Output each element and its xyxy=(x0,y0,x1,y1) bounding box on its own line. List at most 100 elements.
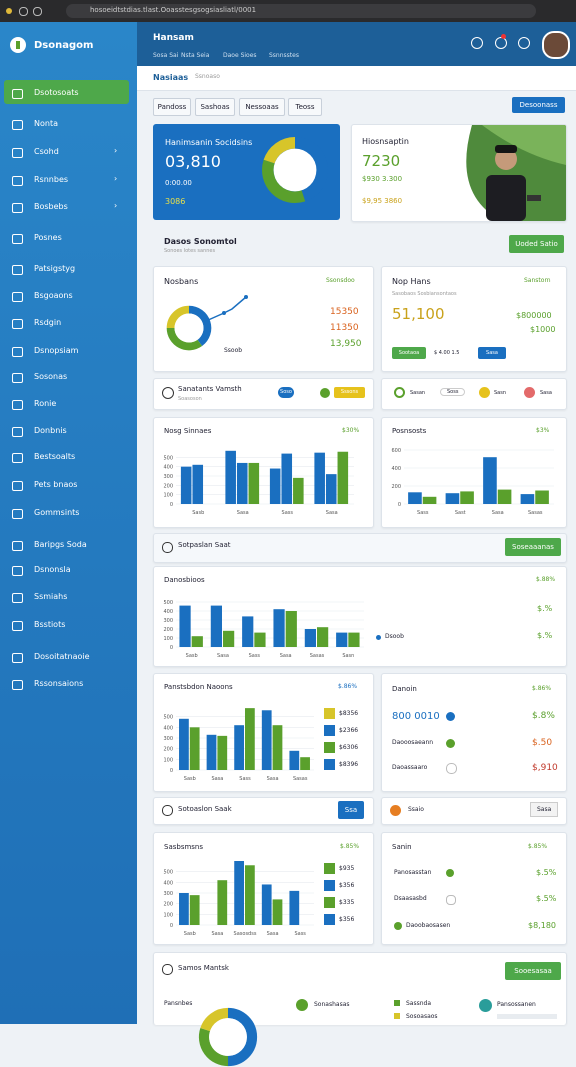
primary-button[interactable]: Desoonass xyxy=(512,97,565,113)
nav-item[interactable]: Bestsoalts xyxy=(12,452,76,463)
nav-item[interactable]: Rsnnbes › xyxy=(12,174,117,186)
bar xyxy=(180,466,192,504)
nav-item[interactable]: Dsnonsla xyxy=(12,565,71,576)
button[interactable]: Soseaaanas xyxy=(505,538,561,556)
bottom-card: Samos Mantsk Sooesasaa Pansnbes Sonashas… xyxy=(153,952,567,1067)
nav-item[interactable]: Rsdgin xyxy=(12,318,61,329)
legend-swatch xyxy=(324,914,335,925)
chip[interactable]: Ssaio xyxy=(408,806,424,813)
nav-icon xyxy=(12,400,23,410)
chip[interactable]: Sasan xyxy=(410,390,426,396)
hero-foot: 3086 xyxy=(165,197,186,206)
bar xyxy=(261,884,272,925)
icon[interactable] xyxy=(495,37,507,49)
nav-item[interactable]: Donbnis xyxy=(12,426,67,437)
bar xyxy=(325,474,337,504)
nav-item[interactable]: Bsstiots xyxy=(12,620,65,631)
nav-item[interactable]: Dsnopsiam xyxy=(12,346,78,357)
nav-icon xyxy=(12,347,23,357)
chip[interactable]: Sasa xyxy=(530,802,559,817)
header-link[interactable]: Daoe Sioes xyxy=(223,52,257,59)
nav-item[interactable]: Sosonas xyxy=(12,372,68,383)
y-tick-label: 200 xyxy=(163,902,173,908)
nav-label: Bestsoalts xyxy=(34,452,76,461)
value: $800000 xyxy=(516,311,552,320)
nav-label: Dsnonsla xyxy=(34,565,71,574)
button[interactable]: Uoded Satio xyxy=(509,235,564,253)
chip[interactable]: Sasa xyxy=(540,390,552,396)
filter-button[interactable]: Pandoss xyxy=(153,98,191,116)
brand: Dsonagom xyxy=(34,40,94,51)
nav-item[interactable]: Nonta xyxy=(12,119,58,130)
nav-item[interactable]: Baripgs Soda xyxy=(12,540,87,551)
legend-label: $8396 xyxy=(339,761,359,768)
bar xyxy=(272,899,283,925)
chart-card: Danosbioos $.88% 0 100 200 300 400 500 Sasb Sas… xyxy=(153,566,567,667)
x-tick-label: Sasa xyxy=(217,653,229,659)
chart-card: Nosg Sinnaes $30% 0 100 200 300 400 500 Sasb Sa… xyxy=(153,417,374,528)
label: Daoobaosasen xyxy=(406,922,451,929)
nav-item[interactable]: Ronie xyxy=(12,399,56,410)
url[interactable]: hosoeidtstdias.tlast.Ooasstesgsogsiaslia… xyxy=(90,6,257,14)
icon[interactable] xyxy=(518,37,530,49)
chart-title: Danosbioos xyxy=(164,576,205,584)
filter-button[interactable]: Sashoas xyxy=(195,98,235,116)
nav-label: Sosonas xyxy=(34,372,68,381)
y-tick-label: 500 xyxy=(163,870,173,876)
filter-button[interactable]: Teoss xyxy=(288,98,322,116)
card-title: Sanin xyxy=(392,843,412,851)
nav-item[interactable]: Dosoitatnaoie xyxy=(12,652,90,663)
nav-icon xyxy=(12,593,23,603)
x-tick-label: Sasb xyxy=(184,931,196,937)
chevron: › xyxy=(114,146,118,155)
chip-card: Sanatants Vamsth Soasoson Soso Sssons xyxy=(153,378,374,410)
header-link[interactable]: Sosa Sai xyxy=(153,52,179,59)
nav-item[interactable]: Posnes xyxy=(12,233,62,244)
nav-item[interactable]: Rssonsaions xyxy=(12,679,83,690)
tab[interactable]: Nasiaas xyxy=(153,73,189,82)
nav-item[interactable]: Ssmiahs xyxy=(12,592,67,603)
chip[interactable]: Soso xyxy=(278,387,294,398)
icon[interactable] xyxy=(471,37,483,49)
card-title: Hiosnsaptin xyxy=(362,137,409,146)
bar xyxy=(520,494,535,504)
header-link[interactable]: Ssnnsstes xyxy=(269,52,299,59)
card-title: Hanimsanin Socidsins xyxy=(165,138,253,147)
nav-item[interactable]: Patsigstyg xyxy=(12,264,75,275)
header-link[interactable]: Nsta Seia xyxy=(181,52,210,59)
donut-hole xyxy=(174,313,204,343)
chip[interactable]: Sssons xyxy=(334,387,365,398)
value: $.% xyxy=(537,604,553,613)
button[interactable]: Sootaoa xyxy=(392,347,426,359)
avatar[interactable] xyxy=(542,31,570,59)
section-title: Sotoaslon Saak xyxy=(178,805,232,813)
button[interactable]: Ssa xyxy=(338,801,364,819)
profile-line: $930 3.300 xyxy=(362,175,403,183)
nav-item[interactable]: Bosbebs › xyxy=(12,201,117,213)
nav-item[interactable]: Csohd › xyxy=(12,146,117,158)
nav-icon xyxy=(12,427,23,437)
legend: Dsoob xyxy=(385,633,404,640)
y-tick-label: 200 xyxy=(163,483,173,489)
bar xyxy=(217,880,228,925)
nav-label: Dsotosoats xyxy=(34,88,79,97)
x-tick-label: Sass xyxy=(294,931,306,937)
button[interactable]: Sooesasaa xyxy=(505,962,561,980)
nav-item[interactable]: Bsgoaons xyxy=(12,291,73,302)
tab-bar: Nasiaas Ssnoaso xyxy=(137,66,576,91)
filter-button[interactable]: Nessoaas xyxy=(239,98,285,116)
legend-swatch xyxy=(324,863,335,874)
chip[interactable]: Soss xyxy=(440,388,466,396)
y-tick-label: 600 xyxy=(391,448,401,454)
nav-item[interactable]: Pets bnaos xyxy=(12,480,77,491)
x-tick-label: Sasa xyxy=(211,776,223,782)
tab[interactable]: Ssnoaso xyxy=(195,73,220,80)
nav-item[interactable]: Gommsints xyxy=(12,508,79,519)
chip[interactable]: Sasn xyxy=(494,390,507,396)
chevron: › xyxy=(114,201,118,210)
x-tick-label: Sasa xyxy=(326,510,338,516)
nav-icon xyxy=(12,621,23,631)
button[interactable]: Sasa xyxy=(478,347,506,359)
nav-item[interactable]: Dsotosoats xyxy=(12,88,79,99)
donut-segment xyxy=(188,305,212,347)
